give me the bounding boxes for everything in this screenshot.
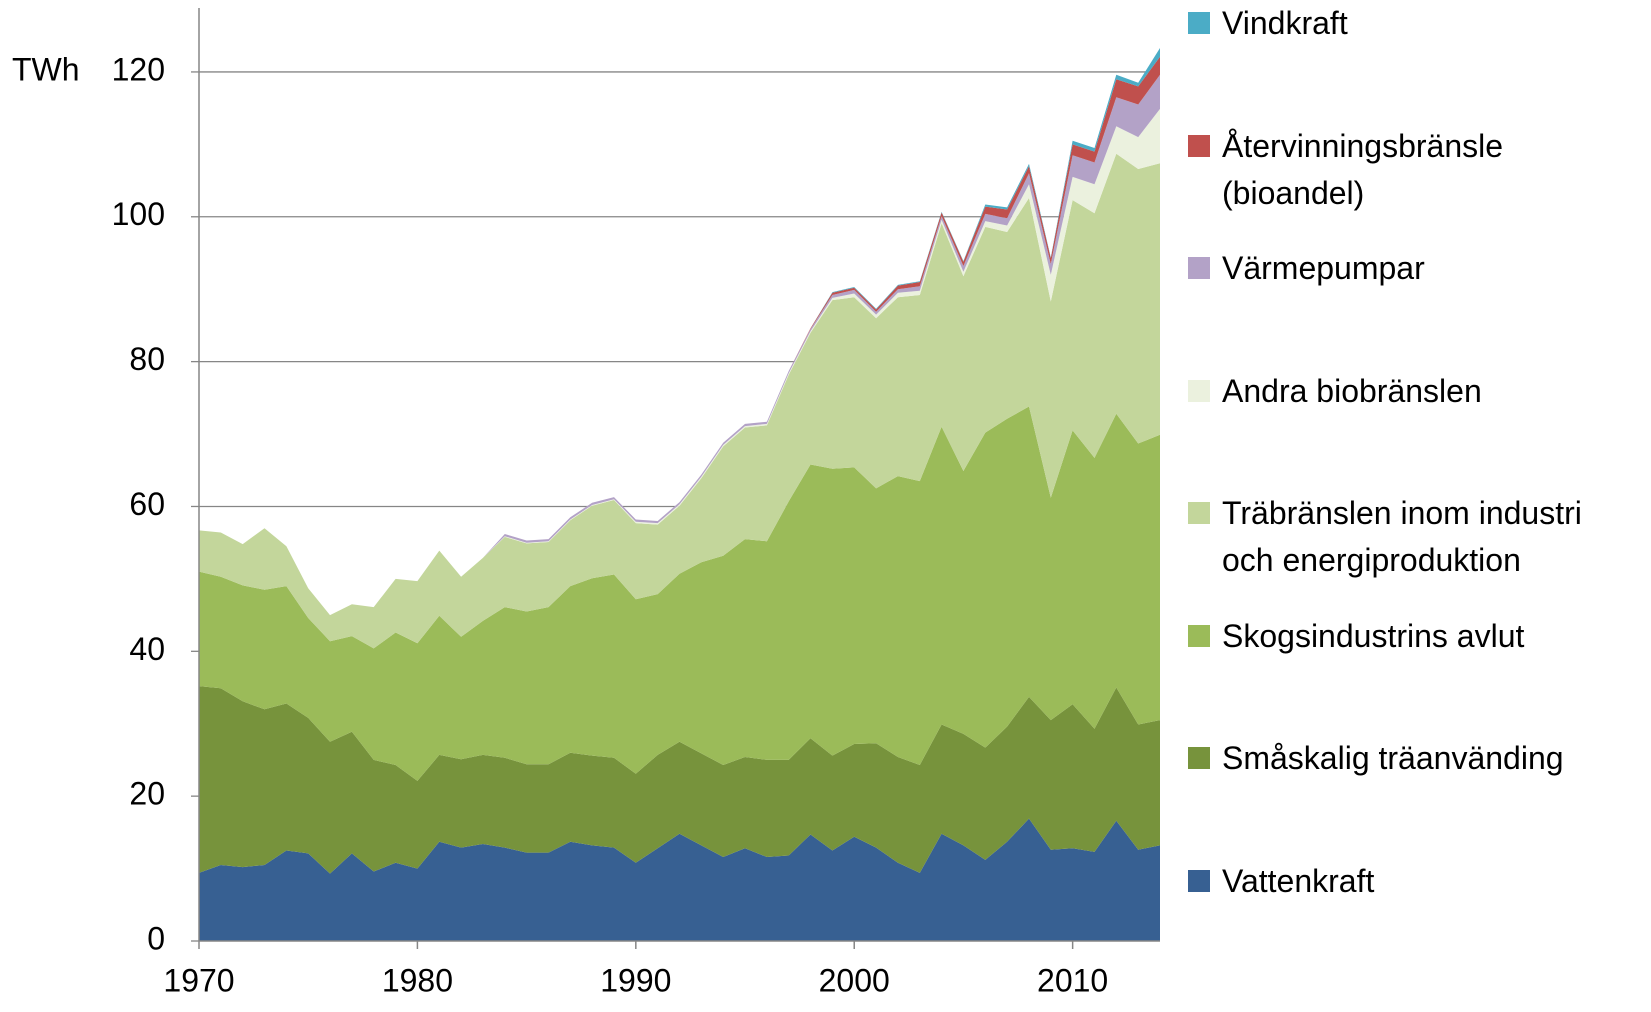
legend-item: Andra biobränslen [1188, 368, 1648, 415]
legend-label: Vattenkraft [1222, 862, 1375, 899]
legend-swatch [1188, 869, 1210, 892]
y-axis-label: TWh [12, 51, 80, 87]
legend-item: Skogsindustrins avlut [1188, 613, 1648, 660]
legend-item: Värmepumpar [1188, 245, 1648, 292]
legend-swatch [1188, 134, 1210, 157]
legend-item: Träbränslen inom industri och energiprod… [1188, 490, 1648, 584]
x-tick-label: 2010 [1037, 962, 1108, 998]
legend-swatch [1188, 502, 1210, 524]
legend-label: Vindkraft [1222, 5, 1348, 41]
x-tick-label: 2000 [819, 962, 890, 998]
legend-swatch [1188, 257, 1210, 279]
area [199, 686, 1160, 874]
legend-label: Skogsindustrins avlut [1222, 617, 1525, 654]
legend-item: Småskalig träanvänding [1188, 735, 1648, 782]
area [199, 406, 1160, 781]
legend-label: Återvinningsbränsle (bioandel) [1222, 127, 1504, 211]
y-tick-label: 40 [129, 631, 165, 667]
area [199, 818, 1160, 941]
legend-swatch [1188, 747, 1210, 769]
legend-label: Värmepumpar [1222, 250, 1425, 286]
y-tick-label: 60 [129, 486, 165, 522]
legend-item: Vattenkraft [1188, 858, 1648, 905]
legend-swatch [1188, 12, 1210, 34]
y-tick-label: 20 [129, 776, 165, 812]
legend-item: Återvinningsbränsle (bioandel) [1188, 123, 1648, 217]
legend-swatch [1188, 624, 1210, 647]
legend-swatch [1188, 379, 1210, 402]
x-tick-label: 1990 [600, 962, 671, 998]
x-tick-label: 1980 [382, 962, 453, 998]
area [199, 153, 1160, 649]
legend-label: Småskalig träanvänding [1222, 740, 1564, 776]
y-tick-label: 120 [112, 51, 165, 87]
legend-label: Träbränslen inom industri och energiprod… [1222, 495, 1582, 578]
legend-label: Andra biobränslen [1222, 372, 1482, 409]
y-tick-label: 0 [147, 920, 165, 956]
y-tick-label: 100 [112, 196, 165, 232]
x-tick-label: 1970 [163, 962, 234, 998]
y-tick-label: 80 [129, 341, 165, 377]
legend-item: Vindkraft [1188, 0, 1648, 47]
